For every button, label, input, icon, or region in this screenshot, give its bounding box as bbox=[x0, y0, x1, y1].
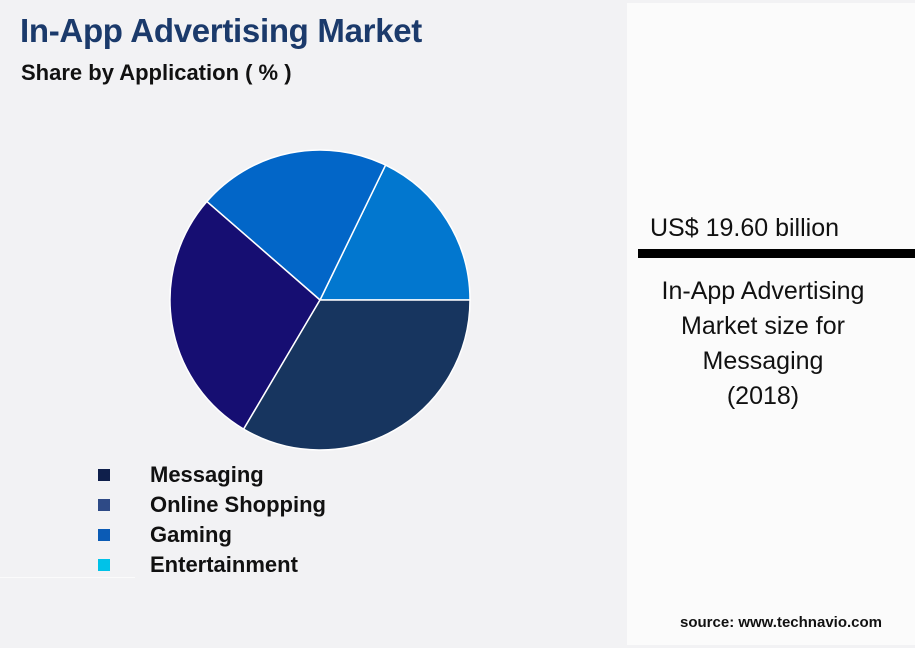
legend-swatch-icon bbox=[98, 529, 110, 541]
pie-slice-messaging bbox=[242, 299, 471, 451]
description-line: In-App Advertising bbox=[661, 277, 865, 305]
legend-item-messaging: Messaging bbox=[98, 460, 326, 490]
market-size-description: In-App Advertising Market size for Messa… bbox=[638, 274, 888, 414]
pie-slice-gaming bbox=[205, 149, 387, 302]
description-line: Messaging bbox=[702, 347, 824, 375]
market-size-value: US$ 19.60 billion bbox=[650, 214, 840, 242]
legend-swatch-icon bbox=[98, 469, 110, 481]
chart-subtitle: Share by Application ( % ) bbox=[21, 60, 292, 85]
legend-swatch-icon bbox=[98, 499, 110, 511]
legend-label: Entertainment bbox=[150, 552, 298, 577]
legend-item-gaming: Gaming bbox=[98, 520, 326, 550]
pie-chart bbox=[169, 149, 471, 451]
value-underline bbox=[638, 249, 915, 258]
legend-item-online-shopping: Online Shopping bbox=[98, 490, 326, 520]
chart-title: In-App Advertising Market bbox=[20, 12, 422, 49]
description-line: (2018) bbox=[726, 382, 800, 410]
legend-swatch-icon bbox=[98, 559, 110, 571]
pie-slice-online-shopping bbox=[169, 200, 321, 431]
divider bbox=[0, 577, 135, 578]
legend-item-entertainment: Entertainment bbox=[98, 550, 326, 580]
legend-label: Online Shopping bbox=[150, 492, 326, 517]
description-line: Market size for bbox=[681, 312, 845, 340]
pie-slice-entertainment bbox=[318, 164, 471, 301]
source-credit: source: www.technavio.com bbox=[680, 614, 882, 631]
legend-label: Gaming bbox=[150, 522, 232, 547]
legend-label: Messaging bbox=[150, 462, 264, 487]
side-panel bbox=[627, 3, 915, 645]
legend: Messaging Online Shopping Gaming Enterta… bbox=[98, 460, 326, 580]
